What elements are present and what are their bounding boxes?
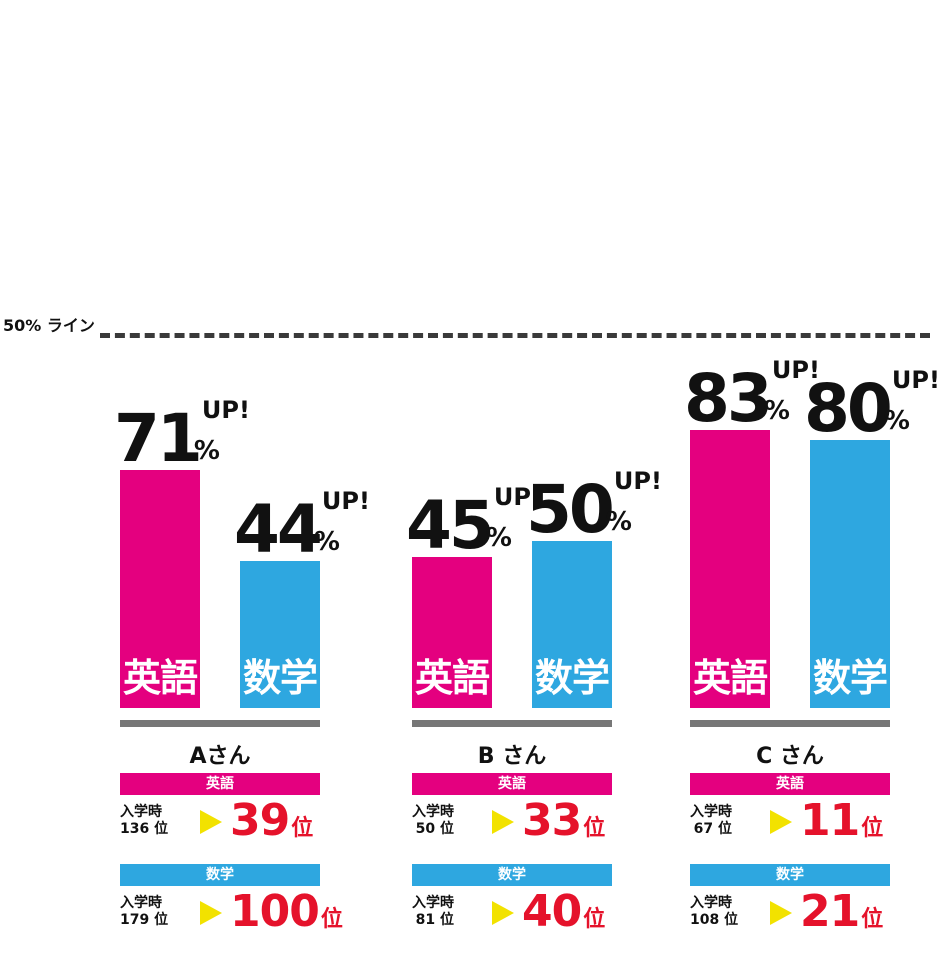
up-text: UP! — [891, 366, 940, 394]
group-baseline-2 — [690, 720, 890, 727]
rank-header-math-2: 数学 — [690, 864, 890, 886]
rank-number: 11 — [800, 795, 860, 846]
value-label-math-0: 44% UP! — [234, 487, 370, 563]
rank-arrow-icon — [200, 810, 222, 834]
rank-number: 33 — [522, 795, 582, 846]
value-number: 50 — [526, 470, 615, 548]
rank-arrow-icon — [200, 901, 222, 925]
percent-sign: % — [883, 406, 910, 436]
person-label-0: Aさん — [189, 744, 251, 769]
current-rank-math-0: 100位 — [230, 886, 343, 937]
bar-label: 英語 — [414, 656, 490, 700]
rank-header-english-0: 英語 — [120, 773, 320, 795]
value-label-math-1: 50% UP! — [526, 467, 662, 543]
bar-label: 英語 — [122, 655, 198, 700]
value-number: 44 — [234, 490, 323, 568]
value-label-math-2: 80% UP! — [804, 366, 940, 442]
percent-sign: % — [485, 523, 512, 554]
current-rank-math-1: 40位 — [522, 886, 605, 937]
bar-label: 数学 — [534, 656, 610, 700]
rank-arrow-icon — [770, 810, 792, 834]
person-label-2: C さん — [756, 744, 824, 769]
rank-header-english-2: 英語 — [690, 773, 890, 795]
group-baseline-1 — [412, 720, 612, 727]
rank-unit: 位 — [583, 907, 606, 932]
value-label-english-2: 83% UP! — [684, 356, 820, 432]
entry-rank-value: 50 位 — [415, 821, 454, 837]
up-text: UP! — [771, 355, 820, 384]
entry-rank-english-2: 入学時 67 位 — [690, 804, 732, 838]
value-number: 45 — [406, 487, 495, 565]
rank-arrow-icon — [770, 901, 792, 925]
entry-rank-value: 179 位 — [120, 912, 169, 928]
entry-rank-value: 67 位 — [693, 821, 732, 837]
rank-header-math-0: 数学 — [120, 864, 320, 886]
percent-sign: % — [313, 526, 340, 557]
value-label-english-0: 71% UP! — [114, 396, 250, 472]
value-label-english-1: 45% UP! — [406, 483, 542, 559]
bar-label: 数学 — [242, 655, 318, 700]
bar-math-0: 数学 — [240, 560, 320, 708]
value-number: 71 — [114, 400, 203, 478]
entry-label: 入学時 — [120, 804, 162, 820]
entry-rank-english-1: 入学時 50 位 — [412, 804, 454, 838]
value-number: 80 — [804, 370, 893, 447]
entry-rank-math-0: 入学時 179 位 — [120, 895, 168, 929]
group-baseline-0 — [120, 720, 320, 727]
rank-number: 40 — [522, 886, 582, 937]
current-rank-english-2: 11位 — [800, 795, 883, 846]
rank-number: 21 — [800, 886, 860, 937]
fifty-percent-label: 50% ライン — [3, 316, 95, 335]
rank-unit: 位 — [861, 816, 884, 841]
entry-rank-value: 108 位 — [690, 912, 739, 928]
rank-unit: 位 — [291, 816, 314, 841]
current-rank-english-1: 33位 — [522, 795, 605, 846]
up-text: UP! — [321, 486, 370, 515]
fifty-percent-line — [100, 333, 930, 338]
rank-arrow-icon — [492, 810, 514, 834]
entry-label: 入学時 — [412, 804, 454, 820]
current-rank-math-2: 21位 — [800, 886, 883, 937]
rank-arrow-icon — [492, 901, 514, 925]
value-number: 83 — [684, 359, 773, 437]
percent-sign: % — [193, 436, 220, 467]
current-rank-english-0: 39位 — [230, 795, 313, 846]
entry-rank-value: 136 位 — [120, 821, 169, 837]
entry-rank-math-1: 入学時 81 位 — [412, 895, 454, 929]
entry-rank-math-2: 入学時 108 位 — [690, 895, 738, 929]
bar-english-2: 英語 — [690, 429, 770, 708]
rank-number: 39 — [230, 795, 290, 846]
bar-math-1: 数学 — [532, 540, 612, 708]
bar-english-1: 英語 — [412, 557, 492, 708]
rank-number: 100 — [230, 886, 320, 937]
percent-sign: % — [605, 506, 632, 537]
entry-label: 入学時 — [412, 895, 454, 911]
rank-unit: 位 — [861, 907, 884, 932]
entry-label: 入学時 — [690, 804, 732, 820]
up-text: UP! — [201, 396, 250, 425]
rank-unit: 位 — [583, 816, 606, 841]
entry-rank-value: 81 位 — [415, 912, 454, 928]
entry-label: 入学時 — [120, 895, 162, 911]
rank-unit: 位 — [320, 907, 343, 932]
entry-rank-english-0: 入学時 136 位 — [120, 804, 168, 838]
bar-math-2: 数学 — [810, 440, 890, 708]
bar-english-0: 英語 — [120, 470, 200, 708]
person-label-1: B さん — [477, 744, 547, 769]
percent-sign: % — [763, 395, 790, 426]
up-text: UP! — [613, 466, 662, 495]
rank-header-math-1: 数学 — [412, 864, 612, 886]
bar-label: 数学 — [812, 656, 888, 700]
entry-label: 入学時 — [690, 895, 732, 911]
up-text: UP! — [493, 483, 542, 512]
rank-header-english-1: 英語 — [412, 773, 612, 795]
bar-label: 英語 — [692, 655, 768, 700]
